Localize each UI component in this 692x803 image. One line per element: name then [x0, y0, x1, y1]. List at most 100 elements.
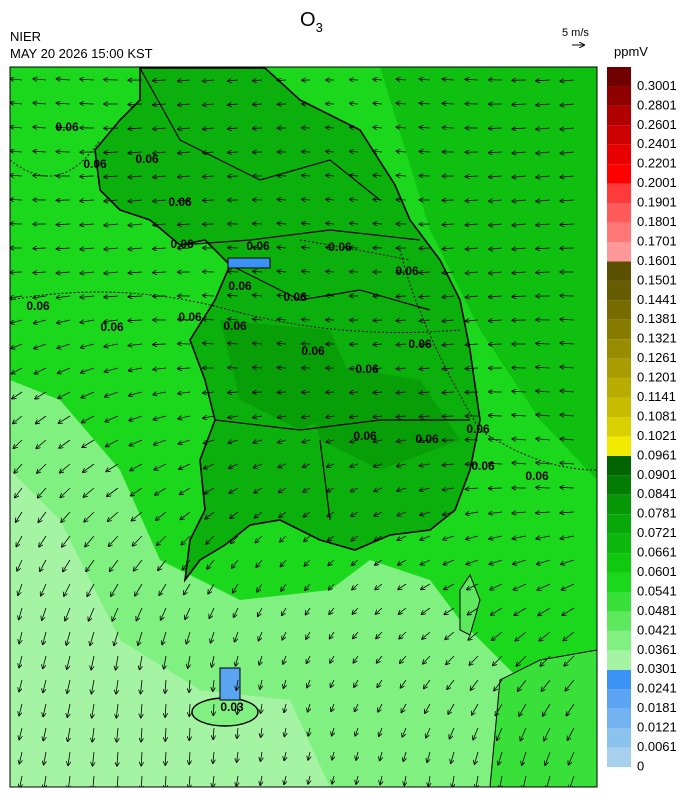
- colorbar-swatch: [607, 709, 631, 728]
- colorbar-label: 0.2801: [637, 97, 677, 112]
- wind-arrow: [419, 248, 430, 249]
- colorbar-label: 0.0301: [637, 661, 677, 676]
- wind-arrow: [419, 151, 430, 152]
- colorbar-swatch: [607, 164, 631, 183]
- colorbar-swatch: [607, 436, 631, 455]
- title-subscript: 3: [316, 20, 323, 35]
- colorbar-label: 0.1261: [637, 350, 677, 365]
- wind-arrow: [33, 175, 46, 176]
- agency: NIER: [10, 29, 41, 44]
- wind-arrow: [203, 200, 214, 201]
- colorbar-label: 0.0601: [637, 564, 677, 579]
- colorbar-label: 0.0421: [637, 622, 677, 637]
- colorbar-label: 0: [637, 758, 644, 773]
- colorbar-swatch: [607, 728, 631, 747]
- colorbar-swatch: [607, 689, 631, 708]
- colorbar-label: 0.2001: [637, 175, 677, 190]
- colorbar-swatch: [607, 261, 631, 280]
- colorbar-swatch: [607, 553, 631, 572]
- colorbar-label: 0.2601: [637, 117, 677, 132]
- wind-arrow: [489, 415, 502, 416]
- contour-label: 0.06: [178, 310, 202, 324]
- contour-label: 0.06: [328, 240, 352, 254]
- title-main: O: [300, 9, 316, 31]
- colorbar-label: 0.0661: [637, 545, 677, 560]
- contour-label: 0.06: [395, 264, 419, 278]
- colorbar-label: 0.1501: [637, 272, 677, 287]
- colorbar-label: 0.0901: [637, 467, 677, 482]
- colorbar-label: 0.0541: [637, 583, 677, 598]
- colorbar-label: 0.1141: [637, 389, 676, 404]
- map: 0.06 0.06 0.06 0.06 0.06 0.06 0.06 0.06 0.06 0.06…: [10, 67, 597, 790]
- contour-label: 0.03: [220, 700, 244, 714]
- contour-label: 0.06: [83, 157, 107, 171]
- wind-scale-label: 5 m/s: [562, 27, 589, 39]
- colorbar-label: 0.0481: [637, 603, 677, 618]
- colorbar-swatch: [607, 320, 631, 339]
- colorbar-label: 0.0721: [637, 525, 677, 540]
- colorbar-swatch: [607, 86, 631, 105]
- colorbar-swatch: [607, 611, 631, 630]
- legend-unit: ppmV: [614, 44, 648, 59]
- colorbar-label: 0.1021: [637, 428, 677, 443]
- colorbar-label: 0.3001: [637, 78, 677, 93]
- colorbar-label: 0.1801: [637, 214, 677, 229]
- colorbar-label: 0.1381: [637, 311, 677, 326]
- wind-arrow: [302, 319, 310, 320]
- colorbar-swatch: [607, 670, 631, 689]
- colorbar-swatch: [607, 748, 631, 767]
- wind-arrow: [128, 104, 142, 105]
- contour-label: 0.06: [135, 152, 159, 166]
- contour-label: 0.06: [168, 195, 192, 209]
- contour-label: 0.06: [353, 429, 377, 443]
- colorbar-swatch: [607, 242, 631, 261]
- contour-label: 0.06: [525, 469, 549, 483]
- wind-arrow: [277, 199, 286, 200]
- colorbar-swatch: [607, 125, 631, 144]
- colorbar-swatch: [607, 223, 631, 242]
- colorbar-swatch: [607, 281, 631, 300]
- colorbar-label: 0.0181: [637, 700, 677, 715]
- colorbar-swatch: [607, 398, 631, 417]
- colorbar-label: 0.2401: [637, 136, 677, 151]
- datetime: MAY 20 2026 15:00 KST: [10, 46, 153, 61]
- colorbar-label: 0.0961: [637, 447, 677, 462]
- colorbar-label: 0.0061: [637, 739, 677, 754]
- colorbar-swatch: [607, 300, 631, 319]
- colorbar-label: 0.0241: [637, 681, 677, 696]
- title: O3: [300, 9, 323, 35]
- colorbar-swatch: [607, 592, 631, 611]
- colorbar-swatch: [607, 359, 631, 378]
- wind-arrow: [396, 296, 406, 297]
- contour-label: 0.06: [415, 432, 439, 446]
- colorbar-swatch: [607, 475, 631, 494]
- colorbar-label: 0.1321: [637, 331, 677, 346]
- contour-label: 0.06: [466, 422, 490, 436]
- wind-arrow: [277, 80, 286, 81]
- contour-label: 0.06: [100, 320, 124, 334]
- contour-label: 0.06: [301, 344, 325, 358]
- contour-label: 0.06: [283, 290, 307, 304]
- colorbar-swatch: [607, 378, 631, 397]
- colorbar-swatch: [607, 650, 631, 669]
- colorbar-label: 0.1601: [637, 253, 677, 268]
- contour-label: 0.06: [228, 279, 252, 293]
- colorbar-swatch: [607, 203, 631, 222]
- wind-arrow: [253, 223, 262, 224]
- contour-label: 0.06: [355, 362, 379, 376]
- colorbar-label: 0.1901: [637, 195, 677, 210]
- colorbar-label: 0.2201: [637, 156, 677, 171]
- contour-label: 0.06: [170, 237, 194, 251]
- colorbar-label: 0.0841: [637, 486, 677, 501]
- contour-label: 0.06: [223, 319, 247, 333]
- colorbar-swatch: [607, 534, 631, 553]
- colorbar-swatch: [607, 495, 631, 514]
- colorbar-swatch: [607, 67, 631, 86]
- colorbar-swatch: [607, 339, 631, 358]
- wind-arrow: [326, 127, 334, 128]
- contour-label: 0.06: [471, 459, 495, 473]
- contour-label: 0.06: [408, 337, 432, 351]
- wind-arrow: [536, 487, 550, 488]
- colorbar-label: 0.1441: [637, 292, 677, 307]
